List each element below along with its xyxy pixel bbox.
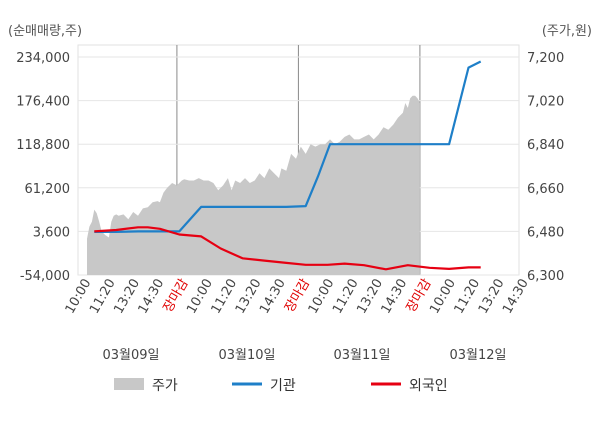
axis-layer: (순매매량,주) (주가,원): [8, 24, 592, 39]
y-right-tick-label: 6,480: [527, 225, 564, 240]
day-labels: 03월09일 03월10일 03월11일 03월12일: [102, 348, 506, 363]
price-area-layer: [87, 95, 420, 275]
legend: 주가 기관 외국인: [114, 378, 448, 394]
day-label: 03월09일: [102, 348, 159, 363]
legend-swatch-area: [114, 378, 144, 390]
y-right-axis-title: (주가,원): [542, 24, 592, 39]
y-left-tick-label: 176,400: [16, 95, 70, 110]
y-right-ticks: 7,200 7,020 6,840 6,660 6,480 6,300: [527, 51, 564, 284]
y-right-tick-label: 7,020: [527, 95, 564, 110]
day-label: 03월11일: [333, 348, 390, 363]
y-left-tick-label: -54,000: [20, 269, 70, 284]
y-right-tick-label: 6,660: [527, 182, 564, 197]
y-left-ticks: 234,000 176,400 118,800 61,200 3,600 -54,000: [16, 51, 70, 284]
y-right-tick-label: 6,840: [527, 138, 564, 153]
day-label: 03월12일: [449, 348, 506, 363]
price-area: [87, 95, 420, 275]
y-left-tick-label: 118,800: [16, 138, 70, 153]
legend-label: 기관: [270, 378, 296, 394]
foreigner-line: [94, 226, 481, 271]
legend-label: 외국인: [409, 378, 448, 394]
y-left-axis-title: (순매매량,주): [8, 24, 82, 39]
y-left-tick-label: 234,000: [16, 51, 70, 66]
x-ticks: 10:0011:2013:2014:30장마감10:0011:2013:2014…: [63, 276, 532, 316]
net-buy-lines-layer: [94, 60, 482, 271]
y-left-tick-label: 3,600: [33, 225, 70, 240]
y-right-tick-label: 7,200: [527, 51, 564, 66]
y-left-tick-label: 61,200: [25, 182, 71, 197]
day-label: 03월10일: [218, 348, 275, 363]
y-right-tick-label: 6,300: [527, 269, 564, 284]
legend-label: 주가: [152, 378, 178, 394]
